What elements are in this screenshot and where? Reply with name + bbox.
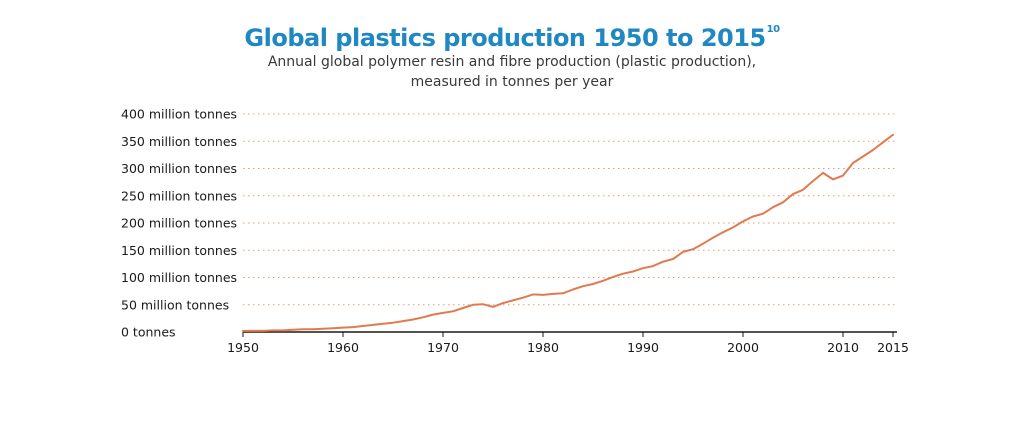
y-tick-label-1: 50 million tonnes — [121, 297, 229, 312]
gridlines — [243, 113, 895, 306]
chart-subtitle: Annual global polymer resin and fibre pr… — [0, 52, 1024, 92]
x-tick-label-6: 2010 — [827, 340, 859, 355]
x-tick-label-0: 1950 — [227, 340, 259, 355]
y-tick-labels: 0 tonnes 50 million tonnes 100 million ton… — [121, 107, 237, 340]
x-tick-label-3: 1980 — [527, 340, 559, 355]
y-tick-label-3: 150 million tonnes — [121, 243, 237, 258]
y-tick-label-4: 200 million tonnes — [121, 216, 237, 231]
x-tick-label-5: 2000 — [727, 340, 759, 355]
y-tick-label-8: 400 million tonnes — [121, 107, 237, 122]
x-tick-label-4: 1990 — [627, 340, 659, 355]
subtitle-line-2: measured in tonnes per year — [410, 74, 614, 90]
x-tick-label-2: 1970 — [427, 340, 459, 355]
y-tick-label-7: 350 million tonnes — [121, 134, 237, 149]
axes — [242, 331, 897, 337]
y-tick-label-6: 300 million tonnes — [121, 161, 237, 176]
y-tick-label-0: 0 tonnes — [121, 325, 176, 340]
chart-title: Global plastics production 1950 to 20151… — [244, 24, 780, 52]
x-tick-labels: 1950 1960 1970 1980 1990 2000 2010 2015 — [227, 340, 909, 355]
y-tick-label-2: 100 million tonnes — [121, 270, 237, 285]
series-line — [242, 133, 894, 332]
series-layer — [242, 133, 894, 332]
subtitle-line-1: Annual global polymer resin and fibre pr… — [267, 54, 757, 70]
x-tick-label-7: 2015 — [877, 340, 909, 355]
title-footnote: 10 — [766, 24, 780, 35]
x-tick-label-1: 1960 — [327, 340, 359, 355]
y-tick-label-5: 250 million tonnes — [121, 188, 237, 203]
